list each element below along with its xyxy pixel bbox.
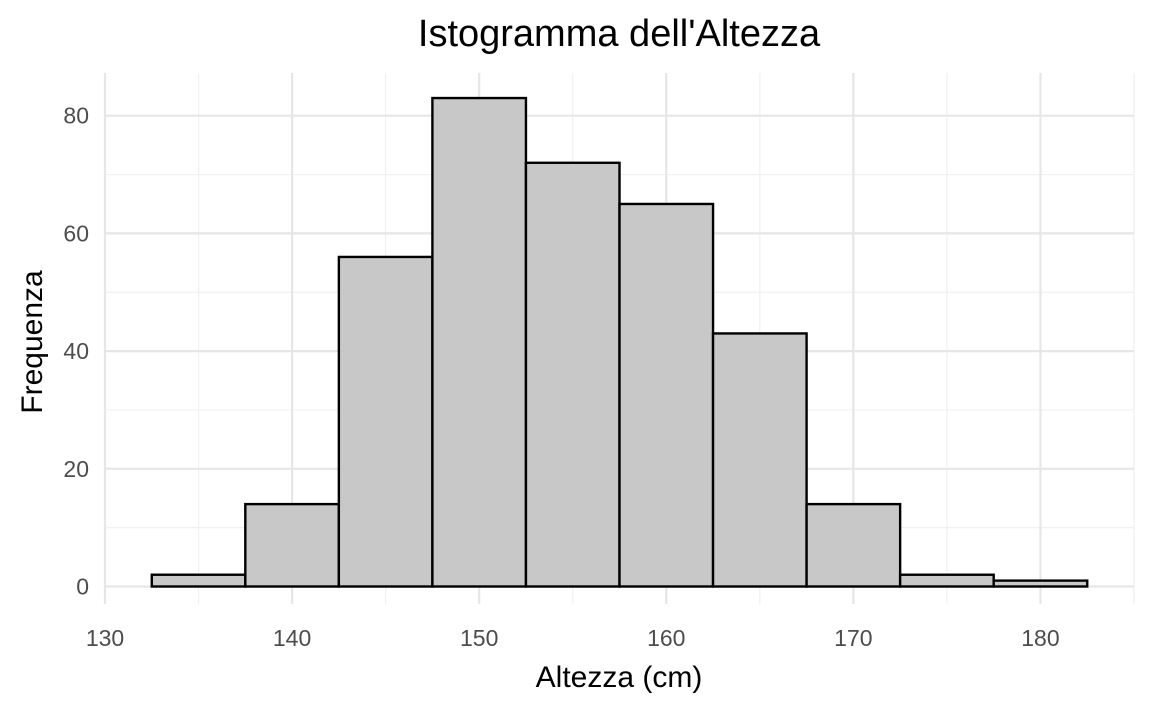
- histogram-bar: [898, 573, 995, 588]
- y-tick-label: 80: [63, 103, 89, 129]
- y-tick-label: 0: [76, 574, 89, 600]
- histogram-bar: [524, 161, 621, 588]
- histogram-bar: [431, 96, 528, 588]
- x-tick-label: 180: [1021, 625, 1059, 651]
- bars: [150, 96, 1089, 588]
- x-axis-title: Altezza (cm): [536, 661, 703, 694]
- histogram-bar: [805, 502, 902, 588]
- histogram-bar: [711, 332, 808, 588]
- x-tick-label: 140: [273, 625, 311, 651]
- y-tick-label: 60: [63, 220, 89, 246]
- y-tick-label: 20: [63, 456, 89, 482]
- histogram-bar: [992, 579, 1089, 588]
- histogram-bar: [618, 202, 715, 588]
- x-tick-label: 150: [460, 625, 498, 651]
- tick-labels: 130 140 150 160 170 180 0 20 40 60 80: [63, 103, 1059, 651]
- x-tick-label: 130: [86, 625, 124, 651]
- histogram-bar: [337, 255, 434, 588]
- y-tick-label: 40: [63, 338, 89, 364]
- histogram-bar: [150, 573, 247, 588]
- histogram-bar: [244, 502, 341, 588]
- x-tick-label: 170: [834, 625, 872, 651]
- y-axis-title: Frequenza: [16, 270, 49, 414]
- x-tick-label: 160: [647, 625, 685, 651]
- chart-title: Istogramma dell'Altezza: [418, 13, 821, 55]
